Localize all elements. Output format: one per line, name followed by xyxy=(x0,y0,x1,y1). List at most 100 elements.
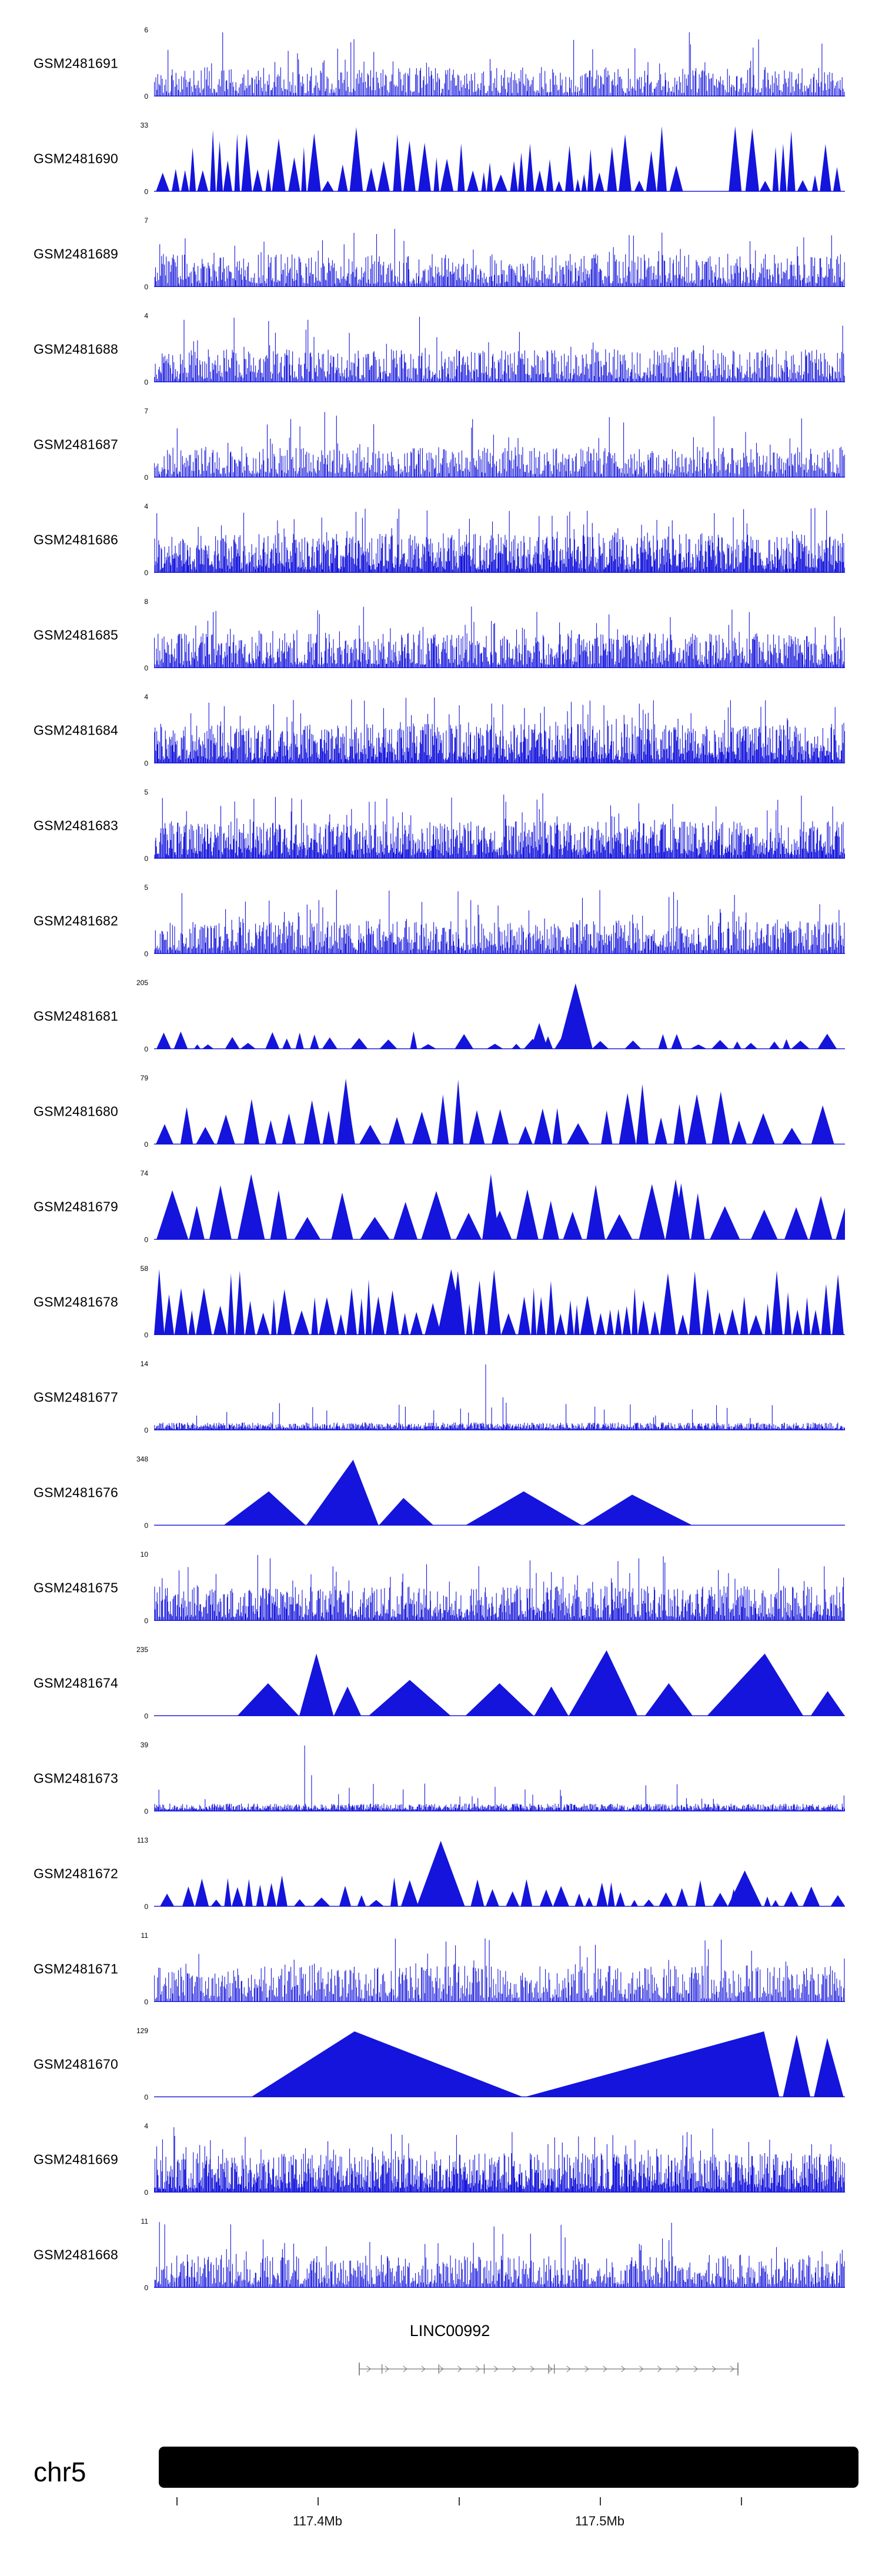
signal-peak xyxy=(797,180,808,192)
track-signal-plot xyxy=(154,1746,845,1811)
gene-direction-chevron xyxy=(730,2365,734,2373)
track-row: GSM2481686 4 0 xyxy=(0,493,882,588)
track-label: GSM2481679 xyxy=(34,1199,118,1214)
track-ymin-label: 0 xyxy=(144,1045,148,1053)
signal-peak xyxy=(196,1287,212,1335)
signal-peak xyxy=(372,1296,385,1335)
signal-peak xyxy=(784,1292,792,1335)
track-signal-plot xyxy=(154,2222,845,2288)
track-ymax-label: 14 xyxy=(140,1360,148,1368)
signal-peak xyxy=(224,1878,232,1907)
signal-peak xyxy=(322,1110,335,1144)
track-ymin-label: 0 xyxy=(144,473,148,482)
track-signal-plot xyxy=(154,889,845,954)
signal-peak xyxy=(563,1212,583,1240)
signal-peak xyxy=(650,1311,660,1335)
gene-direction-chevron xyxy=(403,2365,407,2373)
track-row: GSM2481672 113 0 xyxy=(0,1827,882,1922)
signal-peak xyxy=(534,170,544,192)
signal-peak xyxy=(337,1079,355,1144)
signal-peak xyxy=(256,1884,265,1907)
track-label: GSM2481673 xyxy=(34,1770,118,1786)
track-ymin-label: 0 xyxy=(144,759,148,768)
signal-peak xyxy=(531,1287,537,1335)
signal-peak xyxy=(368,1900,385,1907)
gene-direction-chevron xyxy=(385,2365,389,2373)
signal-peak xyxy=(601,1110,613,1144)
track-ymax-label: 235 xyxy=(136,1646,148,1654)
signal-peak xyxy=(266,1883,276,1907)
signal-peak xyxy=(336,1314,346,1335)
signal-peak xyxy=(211,1899,222,1907)
track-row: GSM2481678 58 0 xyxy=(0,1255,882,1350)
signal-peak xyxy=(759,181,771,192)
track-signal-plot xyxy=(154,1364,845,1430)
track-signal-plot xyxy=(154,2127,845,2193)
signal-peak xyxy=(265,168,272,192)
track-label: GSM2481687 xyxy=(34,436,118,452)
signal-peak xyxy=(750,1209,778,1240)
signal-peak xyxy=(727,1870,762,1907)
track-label: GSM2481683 xyxy=(34,817,118,833)
track-signal-plot xyxy=(154,316,845,382)
ruler-label: 117.5Mb xyxy=(575,2514,625,2528)
signal-peak xyxy=(582,1494,693,1526)
signal-peak xyxy=(575,179,581,192)
track-row: GSM2481684 4 0 xyxy=(0,683,882,779)
track-label: GSM2481676 xyxy=(34,1484,118,1500)
signal-peak xyxy=(587,149,594,192)
signal-peak xyxy=(455,1034,474,1049)
track-ymin-label: 0 xyxy=(144,950,148,958)
signal-peak xyxy=(299,1653,334,1716)
gene-direction-chevron xyxy=(711,2365,716,2373)
track-row: GSM2481688 4 0 xyxy=(0,302,882,398)
signal-peak xyxy=(803,1297,811,1335)
track-ymax-label: 74 xyxy=(140,1169,148,1177)
signal-peak xyxy=(282,1038,292,1049)
signal-baseline xyxy=(154,1906,845,1907)
track-signal-plot xyxy=(154,2031,845,2097)
signal-peak xyxy=(772,146,779,192)
track-row: GSM2481675 10 0 xyxy=(0,1541,882,1636)
signal-peak xyxy=(689,1271,701,1335)
track-ymin-label: 0 xyxy=(144,1236,148,1244)
signal-peak xyxy=(574,1893,584,1907)
signal-peak xyxy=(809,1196,833,1240)
tracks-container: GSM2481691 6 0 GSM2481690 33 0 GSM248168… xyxy=(0,16,882,2303)
gene-direction-chevron xyxy=(530,2365,534,2373)
track-label: GSM2481670 xyxy=(34,2056,118,2072)
signal-spikes xyxy=(154,793,845,859)
signal-peak xyxy=(412,1112,432,1144)
gene-direction-chevron xyxy=(657,2365,662,2373)
track-label: GSM2481681 xyxy=(34,1008,118,1024)
signal-peak xyxy=(566,1123,590,1144)
signal-peak xyxy=(744,1043,758,1049)
track-ymax-label: 348 xyxy=(136,1455,148,1463)
signal-peak xyxy=(606,1214,633,1240)
signal-peak xyxy=(171,169,180,192)
signal-peak xyxy=(182,1886,195,1907)
signal-peak xyxy=(453,1079,464,1144)
track-ymin-label: 0 xyxy=(144,378,148,386)
track-ymax-label: 7 xyxy=(144,216,148,225)
signal-peak xyxy=(517,1296,531,1335)
track-ymax-label: 10 xyxy=(140,1550,148,1559)
signal-peak xyxy=(193,1044,201,1049)
signal-peak xyxy=(565,145,574,192)
signal-peak xyxy=(365,1279,372,1335)
signal-peak xyxy=(155,1124,174,1144)
signal-spikes xyxy=(154,316,845,382)
track-ymin-label: 0 xyxy=(144,1140,148,1149)
signal-peak xyxy=(180,1107,193,1144)
track-ymin-label: 0 xyxy=(144,1807,148,1816)
signal-peak xyxy=(596,1883,608,1907)
signal-peak xyxy=(425,1303,442,1335)
signal-peak xyxy=(294,1217,321,1240)
signal-peak xyxy=(288,157,300,192)
signal-peak xyxy=(346,1287,357,1335)
signal-peak xyxy=(154,1269,165,1335)
signal-peak xyxy=(487,1270,501,1335)
signal-spikes xyxy=(154,2127,845,2193)
gene-direction-chevron xyxy=(366,2365,371,2373)
track-ymax-label: 129 xyxy=(136,2027,148,2035)
